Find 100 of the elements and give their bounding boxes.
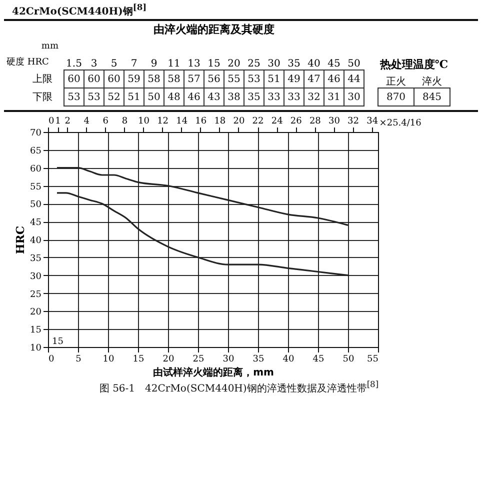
x-tick-label: 45 [312,354,324,365]
y-tick-label: 15 [30,326,42,336]
data-label: 30 [348,92,360,104]
y-tick-label: 10 [30,344,42,354]
data-label: 60 [108,74,120,86]
x-tick-label: 7 [130,58,138,70]
data-label: 33 [288,92,300,104]
x2-tick-label: 34 [366,116,378,127]
category-label: 淬火 [422,76,442,88]
data-label: 51 [128,92,140,104]
data-label: 56 [208,74,220,86]
x2-tick-label: 24 [271,116,284,127]
data-label: 31 [328,92,340,104]
x2-tick-label: 14 [176,116,188,127]
x-tick-label: 35 [288,58,300,70]
y-axis-title: 硬度 HRC [6,56,49,68]
data-label: 38 [228,92,240,104]
data-label: 35 [248,92,260,104]
data-label: 57 [188,74,200,86]
y-tick-label: 45 [30,218,42,228]
data-label: 53 [88,92,100,104]
chart-title: 由淬火端的距离及其硬度 [154,23,274,36]
y-tick-label: 下限 [32,92,52,104]
data-label: 48 [168,92,180,104]
x2-tick-label: 28 [309,116,322,127]
y-tick-label: 25 [30,290,42,300]
x2-tick-label: 4 [84,116,90,127]
x2-tick-label: 18 [214,116,226,127]
line-series [56,167,349,226]
data-label: 60 [68,74,80,86]
x-tick-label: 3 [90,58,98,70]
x2-tick-label: 16 [195,116,207,127]
data-label: 51 [268,74,280,86]
x-tick-label: 13 [188,58,200,70]
data-label: 46 [188,92,200,104]
x-tick-label: 45 [328,58,340,70]
data-label: 58 [148,74,160,86]
x-tick-label: 25 [248,58,260,70]
x2-tick-label: 1 [55,116,61,127]
data-label: 33 [268,92,280,104]
data-label: 58 [168,74,180,86]
annotation: 15 [52,337,64,348]
x2-tick-label: 2 [64,116,70,127]
data-label: 50 [148,92,160,104]
x2-axis-title: ×25.4/16 [379,118,422,129]
text: 图 56-1 42CrMo(SCM440H)钢的淬透性数据及淬透性带$^{[8]}$ [98,379,380,396]
x-axis-title: 由试样淬火端的距离，mm [153,366,274,379]
data-label: 49 [288,74,300,86]
data-label: 59 [128,74,140,86]
x-tick-label: 30 [268,58,280,70]
y-tick-label: 35 [30,254,42,264]
x2-tick-label: 30 [328,116,340,127]
y-tick-label: 上限 [32,73,52,86]
data-label: 60 [88,74,100,86]
x-tick-label: 11 [168,58,180,70]
x2-tick-label: 20 [233,116,245,127]
x-tick-label: 50 [342,354,354,365]
x-tick-label: 5 [110,58,118,70]
x-tick-label: 50 [348,58,360,70]
x2-tick-label: 0 [48,116,54,127]
x2-tick-label: 10 [138,116,150,127]
data-label: 53 [68,92,80,104]
x2-tick-label: 26 [290,116,302,127]
x-tick-label: 15 [132,354,144,365]
x2-tick-label: 32 [348,116,359,127]
y-tick-label: 70 [30,128,42,139]
x2-tick-label: 12 [157,116,169,127]
category-label: 正火 [386,76,406,88]
x-tick-label: 1.5 [66,58,82,70]
text: 热处理温度℃ [378,58,448,72]
x-tick-label: 55 [367,354,379,365]
y-tick-label: 50 [30,200,42,210]
data-label: 870 [386,92,406,104]
x-tick-label: 40 [308,58,320,70]
y-axis-title: HRC [14,226,28,254]
x-tick-label: 40 [282,354,294,365]
y-tick-label: 20 [30,308,42,318]
x-tick-label: 10 [102,354,114,365]
data-label: 43 [208,92,220,104]
x2-tick-label: 8 [122,116,128,127]
data-label: 845 [422,92,442,104]
x-tick-label: 25 [192,354,204,365]
y-tick-label: 30 [30,272,42,282]
y-tick-label: 60 [30,164,42,175]
data-label: 47 [308,74,320,86]
x-tick-label: 20 [228,58,240,70]
text: 42CrMo(SCM440H)钢$^{[8]}$ [12,2,148,18]
y-tick-label: 55 [30,182,42,193]
x-axis-title: mm [41,42,59,52]
x-tick-label: 15 [208,58,220,70]
y-tick-label: 65 [30,146,42,157]
x2-tick-label: 22 [252,116,264,127]
y-tick-label: 40 [30,236,42,246]
x-tick-label: 35 [252,354,264,365]
x-tick-label: 20 [162,354,174,365]
data-label: 53 [248,74,260,86]
data-label: 52 [108,92,120,104]
x-tick-label: 9 [150,58,158,70]
data-label: 55 [228,74,240,86]
data-label: 46 [328,74,340,86]
